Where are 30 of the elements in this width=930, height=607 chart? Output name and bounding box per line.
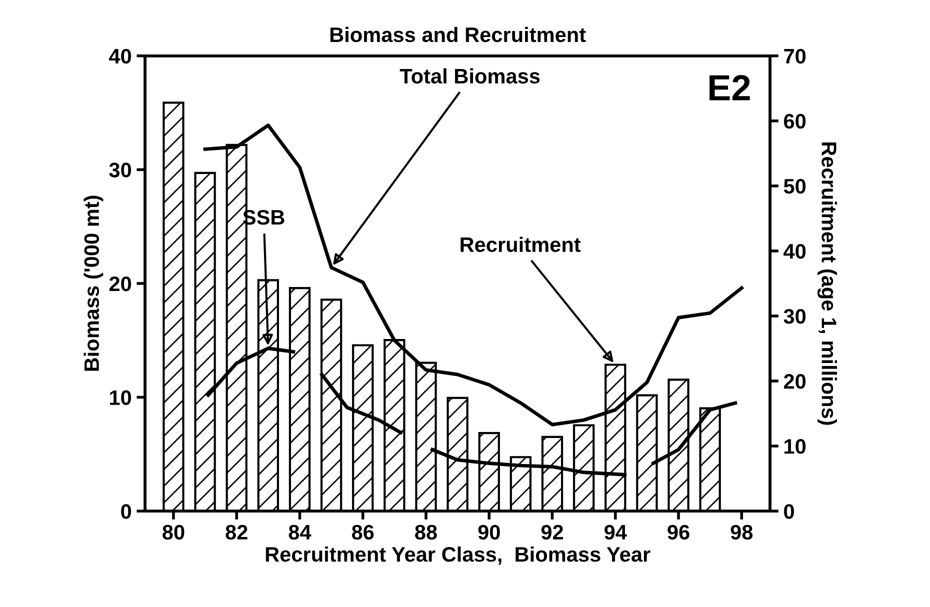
x-tick-label: 94: [604, 524, 627, 540]
x-tick-label: 82: [226, 524, 248, 540]
y2-tick-label: 50: [784, 178, 806, 194]
y-tick-label: 10: [110, 390, 132, 406]
y2-tick-label: 20: [784, 374, 806, 389]
x-tick-label: 80: [162, 524, 184, 540]
text: Recruitment: [460, 236, 581, 252]
x-axis-title: Recruitment Year Class, Biomass Year: [266, 546, 650, 565]
x-tick-label: 90: [478, 524, 500, 540]
y-tick-label: 20: [109, 276, 132, 292]
y2-tick-label: 70: [784, 48, 806, 64]
chart-title: Biomass and Recruitment: [330, 26, 586, 42]
x-tick-label: 92: [541, 524, 564, 540]
y2-tick-label: 0: [784, 504, 794, 519]
y2-tick-label: 10: [784, 439, 806, 454]
x-tick-label: 96: [668, 524, 690, 540]
y2-axis-title: Recruitment (age 1, millions): [817, 142, 837, 425]
y2-tick-label: 60: [784, 114, 806, 129]
y-tick-label: 0: [121, 504, 132, 519]
text: Total Biomass: [400, 68, 540, 84]
y2-tick-label: 30: [784, 308, 806, 324]
y2-tick-label: 40: [784, 244, 806, 259]
x-tick-label: 86: [352, 524, 374, 540]
annotation: E2: [710, 75, 750, 100]
y-tick-label: 30: [109, 162, 132, 178]
x-tick-label: 88: [415, 524, 437, 540]
y-tick-label: 40: [109, 48, 132, 64]
y-axis-title: Biomass ('000 mt): [84, 196, 104, 371]
x-tick-label: 84: [288, 524, 312, 540]
x-tick-label: 98: [730, 524, 753, 540]
